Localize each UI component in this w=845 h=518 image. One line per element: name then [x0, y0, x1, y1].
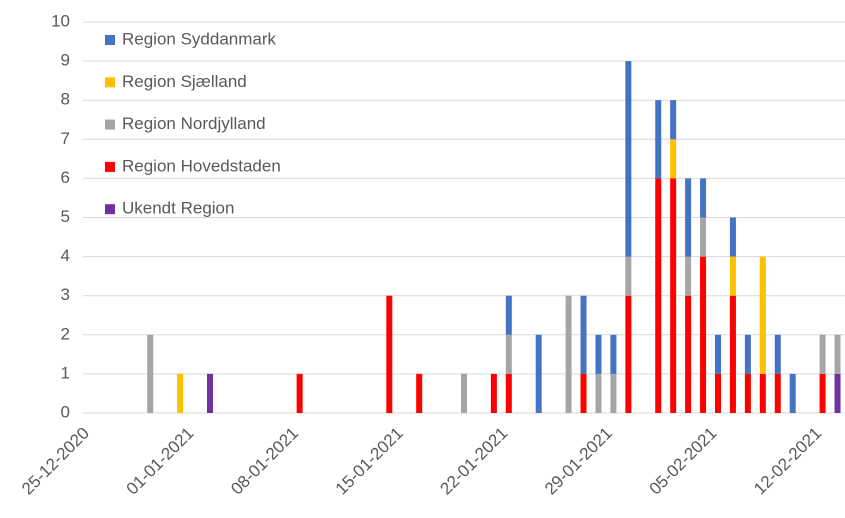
bar-segment [505, 373, 512, 413]
bar-segment [759, 256, 766, 374]
bar-segment [729, 256, 736, 296]
bar-segment [207, 373, 213, 413]
bar-segment [789, 373, 796, 413]
legend-label: Region Syddanmark [122, 29, 277, 48]
y-tick-label: 9 [61, 51, 70, 70]
bar-segment [834, 334, 841, 374]
bar-segment [505, 295, 512, 335]
bar-segment [834, 373, 841, 413]
bar-segment [565, 295, 572, 413]
y-tick-label: 0 [61, 402, 70, 421]
bar-segment [610, 373, 617, 413]
bar-segment [505, 334, 512, 374]
bar-segment [580, 373, 587, 413]
bar-segment [461, 373, 467, 413]
x-tick-label: 29-01-2021 [541, 424, 616, 499]
bar-segment [625, 61, 632, 257]
legend-swatch [105, 204, 115, 215]
bar-segment [729, 295, 736, 413]
x-tick-label: 22-01-2021 [436, 424, 511, 499]
y-tick-label: 5 [61, 207, 70, 226]
bar-segment [580, 295, 587, 374]
y-tick-label: 10 [51, 11, 70, 30]
x-tick-label: 25-12-2020 [18, 424, 93, 499]
bar-segment [670, 139, 677, 179]
bar-segment [625, 256, 632, 296]
bar-segment [715, 334, 721, 374]
bar-segment [296, 373, 303, 413]
bar-segment [819, 334, 826, 374]
legend-swatch [105, 77, 115, 88]
legend-swatch [105, 119, 115, 130]
bar-segment [700, 217, 707, 257]
legend-swatch [105, 35, 115, 45]
legend-label: Region Hovedstaden [122, 156, 281, 175]
legend-label: Region Nordjylland [122, 114, 266, 133]
bar-segment [744, 373, 751, 413]
bar-segment [535, 334, 542, 413]
x-tick-label: 12-02-2021 [750, 424, 825, 499]
y-tick-label: 1 [61, 363, 70, 382]
bar-segment [490, 373, 497, 413]
y-tick-label: 2 [61, 324, 70, 343]
y-tick-label: 8 [61, 90, 70, 109]
bar-segment [744, 334, 751, 374]
x-tick-label: 05-02-2021 [646, 424, 721, 499]
bar-segment [655, 100, 662, 179]
bar-segment [386, 295, 393, 413]
bar-segment [147, 334, 154, 413]
bar-segment [670, 178, 677, 413]
bar-segment [670, 100, 677, 140]
bar-segment [610, 334, 617, 374]
bar-segment [595, 373, 602, 413]
x-tick-label: 15-01-2021 [332, 424, 407, 499]
y-tick-label: 7 [61, 129, 70, 148]
bar-segment [819, 373, 826, 413]
bar-segment [700, 178, 707, 218]
bar-segment [774, 373, 781, 413]
bar-segment [700, 256, 707, 413]
bar-segment [715, 373, 721, 413]
bar-segment [595, 334, 602, 374]
y-tick-label: 3 [61, 285, 70, 304]
bar-segment [416, 373, 423, 413]
bar-segment [177, 373, 184, 413]
x-tick-label: 08-01-2021 [227, 424, 302, 499]
bar-segment [625, 295, 632, 413]
bar-segment [685, 178, 692, 257]
bar-segment [729, 217, 736, 257]
y-tick-label: 4 [61, 246, 70, 265]
legend-label: Region Sjælland [122, 72, 247, 91]
bar-segment [655, 178, 662, 413]
bar-segment [685, 256, 692, 296]
bar-segment [685, 295, 692, 413]
y-tick-label: 6 [61, 168, 70, 187]
bar-segment [774, 334, 781, 374]
legend-label: Ukendt Region [122, 199, 234, 218]
legend-swatch [105, 161, 115, 172]
x-tick-label: 01-01-2021 [123, 424, 198, 499]
bar-segment [759, 373, 766, 413]
